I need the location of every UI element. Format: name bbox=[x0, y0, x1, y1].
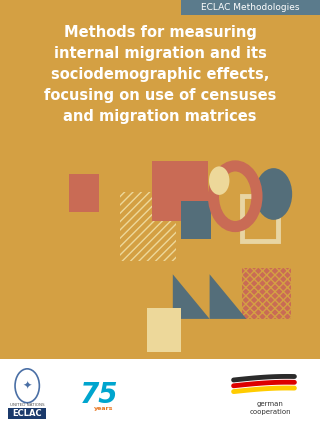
Bar bbox=[242, 196, 278, 241]
Bar bbox=[147, 308, 181, 352]
Bar bbox=[242, 268, 291, 319]
Text: ECLAC: ECLAC bbox=[12, 409, 42, 418]
Text: 75: 75 bbox=[80, 381, 118, 409]
Bar bbox=[181, 0, 320, 15]
Circle shape bbox=[255, 168, 292, 220]
Bar bbox=[0, 358, 320, 446]
Bar bbox=[120, 192, 176, 261]
Text: ECLAC Methodologies: ECLAC Methodologies bbox=[201, 3, 300, 12]
Text: Methods for measuring
internal migration and its
sociodemographic effects,
focus: Methods for measuring internal migration… bbox=[44, 25, 276, 124]
Circle shape bbox=[209, 166, 229, 195]
Text: years: years bbox=[94, 405, 114, 411]
Bar bbox=[0, 358, 320, 359]
Text: ✦: ✦ bbox=[22, 381, 32, 391]
Polygon shape bbox=[210, 274, 246, 319]
Text: german
cooperation: german cooperation bbox=[250, 401, 291, 415]
Bar bbox=[242, 268, 291, 319]
Text: UNITED NATIONS: UNITED NATIONS bbox=[10, 403, 44, 407]
Bar bbox=[181, 201, 211, 239]
Polygon shape bbox=[173, 274, 210, 319]
Bar bbox=[8, 408, 46, 419]
Bar bbox=[152, 161, 208, 221]
Bar bbox=[69, 174, 99, 212]
